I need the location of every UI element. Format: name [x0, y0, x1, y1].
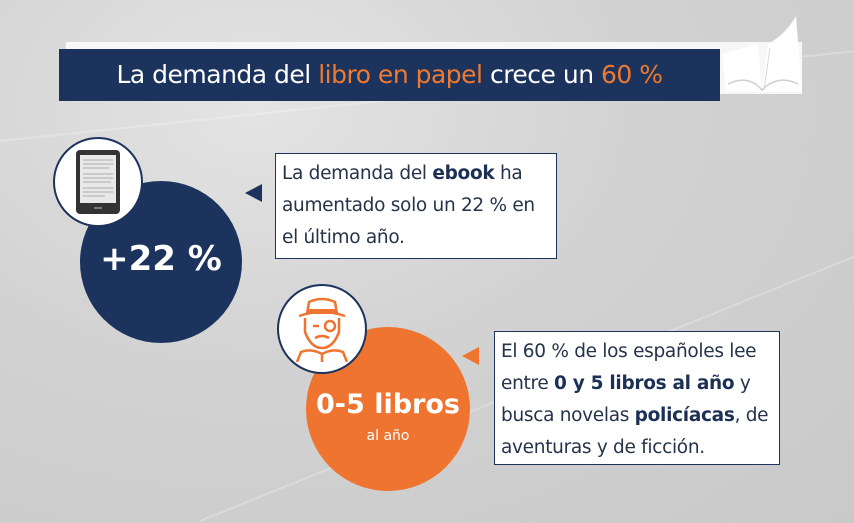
info-text: La demanda del — [282, 163, 433, 184]
title-text: crece un — [482, 60, 602, 89]
readers-stat-sub: al año — [366, 428, 410, 444]
reader-icon-circle — [277, 284, 367, 374]
ebook-reader-icon — [76, 150, 120, 214]
title-highlight: libro en papel — [318, 60, 483, 89]
pointer-arrow — [462, 347, 479, 365]
title-text: La demanda del — [116, 60, 319, 89]
pointer-arrow — [245, 184, 262, 202]
info-text: , de aventuras y de ficción. — [501, 405, 769, 458]
ebook-stat: +22 % — [100, 239, 222, 279]
info-text-bold: policíacas — [634, 405, 735, 426]
readers-info-box: El 60 % de los españoles lee entre 0 y 5… — [494, 331, 780, 465]
ebook-info-box: La demanda del ebook ha aumentado solo u… — [275, 153, 557, 259]
ebook-icon-circle — [53, 137, 143, 227]
readers-stat: 0-5 libros — [316, 389, 460, 420]
info-text-bold: ebook — [432, 163, 495, 184]
info-text-bold: 0 y 5 libros al año — [554, 373, 735, 394]
detective-reader-icon — [295, 297, 349, 362]
open-book-icon — [722, 16, 802, 92]
info-text: y busca novelas — [501, 373, 751, 426]
readers-stat-circle: 0-5 libros al año — [306, 327, 470, 491]
info-text: El 60 % de los españoles lee entre — [501, 341, 757, 394]
info-text: ha aumentado solo un 22 % en el último a… — [282, 163, 535, 248]
page-title: La demanda del libro en papel crece un 6… — [59, 49, 720, 101]
title-highlight-percent: 60 % — [601, 60, 663, 89]
